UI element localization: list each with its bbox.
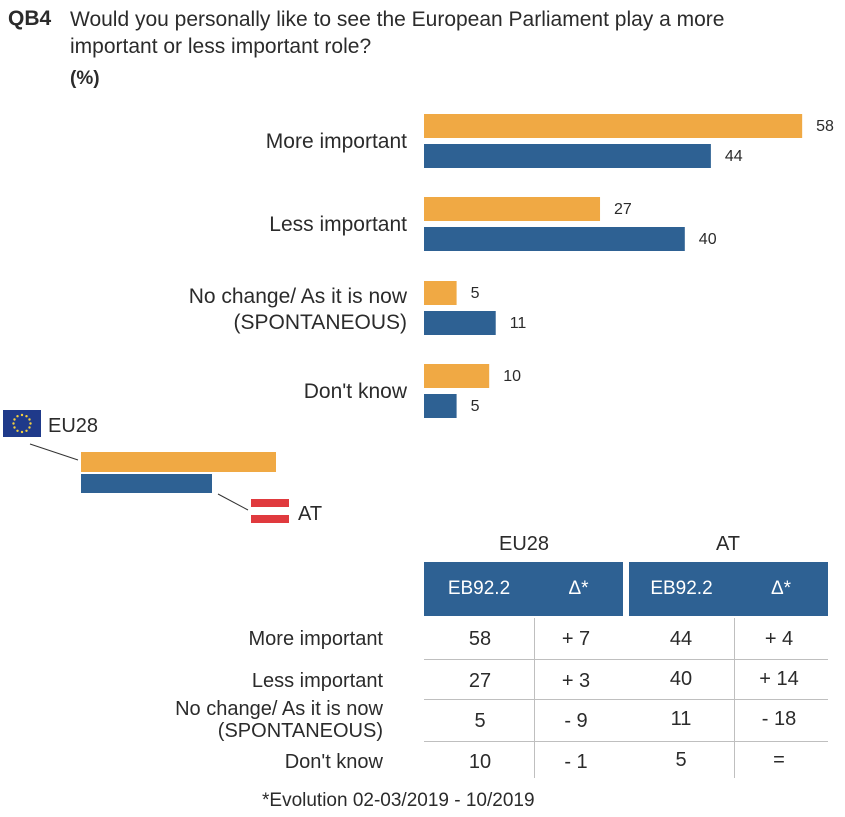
table-header-eu28: EB92.2 Δ* xyxy=(424,562,623,616)
bar-at xyxy=(424,394,457,418)
bar-value-label: 58 xyxy=(816,118,834,135)
bar-value-label: 40 xyxy=(699,231,717,248)
footnote: *Evolution 02-03/2019 - 10/2019 xyxy=(262,790,535,811)
table-row-label-line: (SPONTANEOUS) xyxy=(217,720,383,742)
legend-label-eu28: EU28 xyxy=(48,415,99,437)
category-label: More important xyxy=(266,130,407,153)
table-cell: 11 xyxy=(670,708,692,730)
unit-label: (%) xyxy=(70,68,100,89)
bar-eu28 xyxy=(424,197,601,221)
table-divider xyxy=(424,699,828,700)
bar-chart: 58 44 More important 27 40 Less important 5 11 N… xyxy=(189,114,834,418)
category-label: Less important xyxy=(269,213,407,236)
table-divider xyxy=(424,741,828,742)
bar-eu28 xyxy=(424,281,457,305)
bar-at xyxy=(424,227,685,251)
table-cell: + 14 xyxy=(759,668,799,690)
table-cell: 58 xyxy=(468,628,492,650)
legend-label-at: AT xyxy=(298,503,323,525)
table-header-at: EB92.2 Δ* xyxy=(629,562,828,616)
table-divider xyxy=(734,618,735,778)
table-cell: 40 xyxy=(669,668,693,690)
table-row-label: Don't know xyxy=(284,751,383,773)
legend-pointer-eu xyxy=(29,443,79,461)
legend-swatch-eu28 xyxy=(81,452,276,472)
header-delta-at: Δ* xyxy=(770,578,792,599)
austria-flag-icon xyxy=(251,499,289,523)
table-cell: + 3 xyxy=(561,670,591,692)
table-cell: = xyxy=(773,749,785,771)
bar-eu28 xyxy=(424,114,803,138)
bar-value-label: 11 xyxy=(510,315,527,332)
table-row-label: Less important xyxy=(251,670,383,692)
table-cell: - 9 xyxy=(564,710,588,732)
table-cell: + 7 xyxy=(561,628,591,650)
bar-value-label: 27 xyxy=(614,201,632,218)
table-cell: 10 xyxy=(468,751,492,773)
question-code: QB4 xyxy=(8,7,52,30)
category-label: No change/ As it is now xyxy=(189,285,408,308)
table-row-label: More important xyxy=(248,628,384,650)
table-divider xyxy=(424,659,828,660)
table-cell: - 1 xyxy=(564,751,588,773)
header-delta-eu28: Δ* xyxy=(568,578,589,599)
legend-pointer-at xyxy=(217,493,249,511)
legend-swatch-at xyxy=(81,474,212,493)
category-label: Don't know xyxy=(304,380,408,403)
table-cell: + 4 xyxy=(764,628,794,650)
bar-value-label: 5 xyxy=(471,398,480,415)
table-cell: 27 xyxy=(468,670,492,692)
table-group-at: AT xyxy=(715,533,741,555)
table-row-label: No change/ As it is now (SPONTANEOUS) xyxy=(175,698,383,742)
table-divider xyxy=(534,618,535,778)
bar-value-label: 10 xyxy=(503,368,521,385)
category-label: (SPONTANEOUS) xyxy=(234,311,407,334)
table-cell: - 18 xyxy=(761,708,797,730)
bar-at xyxy=(424,144,711,168)
header-eb-at: EB92.2 xyxy=(650,578,713,599)
table-cell: 5 xyxy=(675,749,687,771)
table-cell: 44 xyxy=(669,628,693,650)
table-row-label-line: No change/ As it is now xyxy=(175,698,383,720)
table-group-eu28: EU28 xyxy=(498,533,550,555)
bar-value-label: 44 xyxy=(725,148,743,165)
table-cell: 5 xyxy=(474,710,486,732)
bar-eu28 xyxy=(424,364,490,388)
header-eb-eu28: EB92.2 xyxy=(447,578,511,599)
question-text: Would you personally like to see the Eur… xyxy=(70,8,725,58)
bar-at xyxy=(424,311,496,335)
eu-flag-icon xyxy=(3,410,41,437)
bar-value-label: 5 xyxy=(471,285,480,302)
legend xyxy=(3,410,289,523)
